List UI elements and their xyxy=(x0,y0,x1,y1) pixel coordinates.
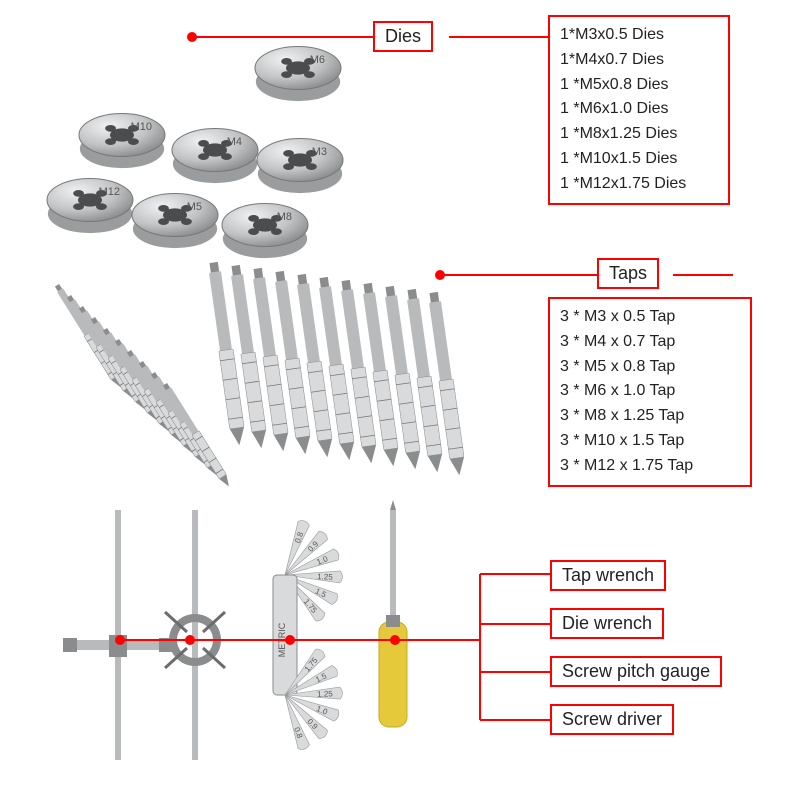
list-item: 3 * M5 x 0.8 Tap xyxy=(560,355,740,380)
taps-illustration xyxy=(0,250,540,510)
svg-text:1.25: 1.25 xyxy=(317,572,333,582)
svg-text:M10: M10 xyxy=(131,121,152,133)
dies-list: 1*M3x0.5 Dies 1*M4x0.7 Dies 1 *M5x0.8 Di… xyxy=(548,15,730,205)
list-item: 1 *M10x1.5 Dies xyxy=(560,147,718,172)
svg-text:M4: M4 xyxy=(227,136,242,148)
tap-wrench-label: Tap wrench xyxy=(550,560,666,591)
dies-label: Dies xyxy=(373,21,433,52)
tools-illustration: 0.80.91.01.251.51.75 METRIC 0.80.91.01.2… xyxy=(0,490,540,800)
svg-text:M3: M3 xyxy=(312,146,327,158)
taps-list: 3 * M3 x 0.5 Tap 3 * M4 x 0.7 Tap 3 * M5… xyxy=(548,297,752,487)
svg-text:M8: M8 xyxy=(277,211,292,223)
list-item: 1 *M8x1.25 Dies xyxy=(560,122,718,147)
list-item: 1 *M5x0.8 Dies xyxy=(560,73,718,98)
list-item: 3 * M8 x 1.25 Tap xyxy=(560,404,740,429)
list-item: 3 * M4 x 0.7 Tap xyxy=(560,330,740,355)
list-item: 3 * M3 x 0.5 Tap xyxy=(560,305,740,330)
svg-text:M12: M12 xyxy=(99,186,120,198)
list-item: 1 *M12x1.75 Dies xyxy=(560,172,718,197)
pitch-gauge-label: Screw pitch gauge xyxy=(550,656,722,687)
svg-text:M6: M6 xyxy=(310,54,325,66)
dies-illustration: M6 M10 M4 M3 M12 M5 M8 xyxy=(0,0,400,270)
die-wrench-label: Die wrench xyxy=(550,608,664,639)
svg-text:1.25: 1.25 xyxy=(317,689,333,699)
list-item: 1*M3x0.5 Dies xyxy=(560,23,718,48)
list-item: 3 * M10 x 1.5 Tap xyxy=(560,429,740,454)
list-item: 1 *M6x1.0 Dies xyxy=(560,97,718,122)
list-item: 3 * M6 x 1.0 Tap xyxy=(560,379,740,404)
screw-driver-label: Screw driver xyxy=(550,704,674,735)
taps-label: Taps xyxy=(597,258,659,289)
list-item: 1*M4x0.7 Dies xyxy=(560,48,718,73)
svg-text:M5: M5 xyxy=(187,201,202,213)
list-item: 3 * M12 x 1.75 Tap xyxy=(560,454,740,479)
